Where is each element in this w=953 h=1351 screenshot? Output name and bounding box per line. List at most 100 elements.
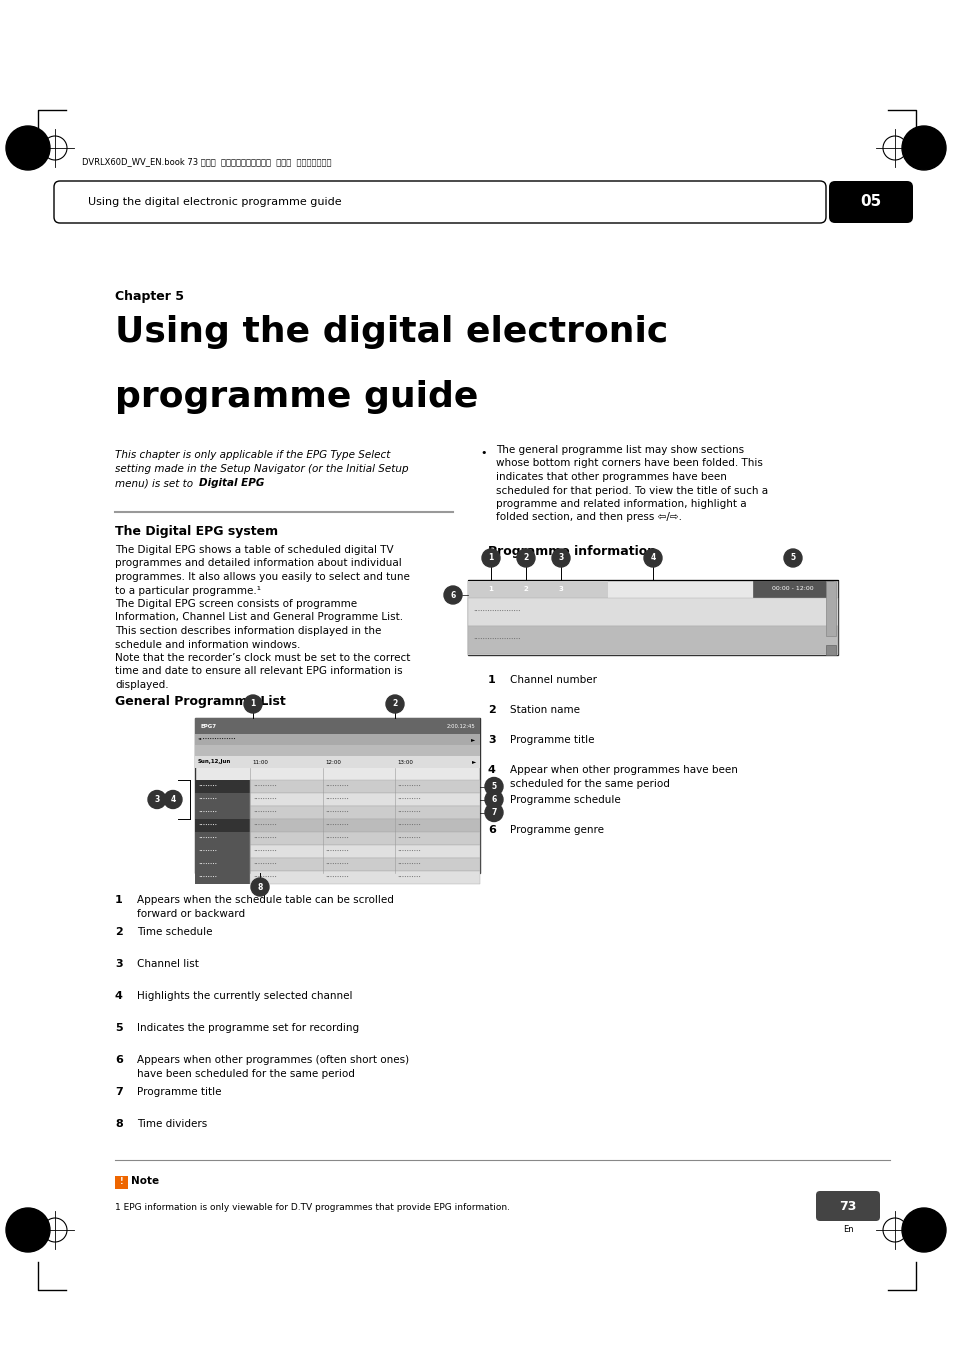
Text: 6: 6: [491, 794, 497, 804]
Text: ••••••••••: ••••••••••: [253, 850, 276, 854]
Circle shape: [481, 549, 499, 567]
Text: ••••••••••: ••••••••••: [396, 785, 420, 789]
Bar: [545, 580, 576, 598]
Text: 8: 8: [115, 1119, 123, 1129]
Text: 4: 4: [115, 992, 123, 1001]
Text: 13:00: 13:00: [396, 759, 413, 765]
Text: This chapter is only applicable if the EPG Type Select: This chapter is only applicable if the E…: [115, 450, 390, 459]
Text: 7: 7: [115, 1088, 123, 1097]
Text: Channel list: Channel list: [137, 959, 198, 969]
Text: ••••••••••: ••••••••••: [396, 824, 420, 828]
Text: scheduled for the same period: scheduled for the same period: [510, 780, 669, 789]
Text: Sun,12,Jun: Sun,12,Jun: [198, 759, 231, 765]
Text: ••••••••••: ••••••••••: [325, 785, 349, 789]
Text: forward or backward: forward or backward: [137, 909, 245, 919]
Text: Information, Channel List and General Programme List.: Information, Channel List and General Pr…: [115, 612, 403, 623]
Bar: [825, 581, 835, 636]
Bar: [250, 793, 479, 807]
Text: ••••••••: ••••••••: [198, 811, 216, 815]
Text: 6: 6: [115, 1055, 123, 1065]
Circle shape: [783, 549, 801, 567]
Text: menu) is set to: menu) is set to: [115, 478, 196, 488]
Text: ••••••••••: ••••••••••: [325, 824, 349, 828]
Bar: [194, 844, 250, 858]
Text: whose bottom right corners have been folded. This: whose bottom right corners have been fol…: [496, 458, 762, 469]
Text: Programme title: Programme title: [137, 1088, 221, 1097]
FancyBboxPatch shape: [815, 1192, 879, 1221]
Text: programmes. It also allows you easily to select and tune: programmes. It also allows you easily to…: [115, 571, 410, 582]
Text: ••••••••••: ••••••••••: [325, 862, 349, 866]
Bar: [194, 793, 250, 807]
Bar: [194, 717, 479, 734]
Bar: [194, 832, 250, 844]
Bar: [194, 717, 479, 873]
Bar: [250, 858, 479, 871]
Text: 6: 6: [450, 590, 456, 600]
Text: ••••••••••: ••••••••••: [253, 785, 276, 789]
Text: time and date to ensure all relevant EPG information is: time and date to ensure all relevant EPG…: [115, 666, 402, 677]
Bar: [468, 638, 837, 655]
Text: Appears when other programmes (often short ones): Appears when other programmes (often sho…: [137, 1055, 409, 1065]
Text: 11:00: 11:00: [252, 759, 268, 765]
Text: 00:00 - 12:00: 00:00 - 12:00: [771, 586, 813, 592]
Circle shape: [6, 1208, 50, 1252]
Text: This section describes information displayed in the: This section describes information displ…: [115, 626, 381, 636]
Text: ••••••••: ••••••••: [198, 785, 216, 789]
Text: Indicates the programme set for recording: Indicates the programme set for recordin…: [137, 1023, 358, 1034]
Text: scheduled for that period. To view the title of such a: scheduled for that period. To view the t…: [496, 485, 767, 496]
Text: Chapter 5: Chapter 5: [115, 290, 184, 303]
Bar: [825, 644, 835, 655]
Bar: [468, 626, 837, 654]
Text: 3: 3: [154, 794, 159, 804]
Text: programme and related information, highlight a: programme and related information, highl…: [496, 499, 746, 509]
Text: .: .: [254, 478, 258, 488]
Text: ••••••••••: ••••••••••: [325, 797, 349, 801]
Text: Programme title: Programme title: [510, 735, 594, 744]
Text: 5: 5: [491, 782, 497, 790]
Circle shape: [643, 549, 661, 567]
Text: ••••••••••: ••••••••••: [253, 836, 276, 840]
Bar: [194, 780, 250, 793]
Text: ••••••••••: ••••••••••: [253, 811, 276, 815]
Text: Using the digital electronic: Using the digital electronic: [115, 315, 667, 349]
Text: The Digital EPG system: The Digital EPG system: [115, 526, 278, 538]
Bar: [468, 580, 607, 638]
Text: DVRLX60D_WV_EN.book 73 ページ  ２００７年４月２４日  火曜日  午後７時５８分: DVRLX60D_WV_EN.book 73 ページ ２００７年４月２４日 火曜…: [82, 158, 331, 166]
Circle shape: [484, 804, 502, 821]
Text: Programme schedule: Programme schedule: [510, 794, 620, 805]
Text: Appears when the schedule table can be scrolled: Appears when the schedule table can be s…: [137, 894, 394, 905]
Bar: [250, 832, 479, 844]
Bar: [250, 871, 479, 884]
FancyBboxPatch shape: [828, 181, 912, 223]
Bar: [194, 757, 479, 767]
Text: ••••••••••: ••••••••••: [396, 797, 420, 801]
Text: ••••••••••••••••••••: ••••••••••••••••••••: [473, 611, 520, 613]
Text: programme guide: programme guide: [115, 380, 477, 413]
Text: Highlights the currently selected channel: Highlights the currently selected channe…: [137, 992, 352, 1001]
Bar: [250, 780, 479, 793]
Text: ••••••••••: ••••••••••: [253, 824, 276, 828]
Text: Note that the recorder’s clock must be set to the correct: Note that the recorder’s clock must be s…: [115, 653, 410, 663]
Text: ••••••••••: ••••••••••: [253, 875, 276, 880]
Bar: [752, 580, 832, 598]
Text: 2: 2: [523, 554, 528, 562]
Text: Digital EPG: Digital EPG: [199, 478, 264, 488]
Bar: [250, 819, 479, 832]
Text: Using the digital electronic programme guide: Using the digital electronic programme g…: [88, 197, 341, 207]
Text: ••••••••: ••••••••: [198, 862, 216, 866]
Text: ••••••••••••••••••••: ••••••••••••••••••••: [473, 638, 520, 642]
Text: 4: 4: [171, 794, 175, 804]
Bar: [468, 598, 837, 626]
Text: EPG7: EPG7: [201, 724, 217, 728]
Text: ••••••••: ••••••••: [198, 824, 216, 828]
Text: 1: 1: [250, 700, 255, 708]
Text: ◄ ••••••••••••••: ◄ ••••••••••••••: [198, 738, 235, 742]
Circle shape: [244, 694, 262, 713]
Text: 2: 2: [115, 927, 123, 938]
Text: The general programme list may show sections: The general programme list may show sect…: [496, 444, 743, 455]
Text: displayed.: displayed.: [115, 680, 169, 690]
Text: ••••••••: ••••••••: [198, 797, 216, 801]
Text: 2: 2: [392, 700, 397, 708]
Bar: [250, 844, 479, 858]
Text: folded section, and then press ⇦/⇨.: folded section, and then press ⇦/⇨.: [496, 512, 681, 523]
